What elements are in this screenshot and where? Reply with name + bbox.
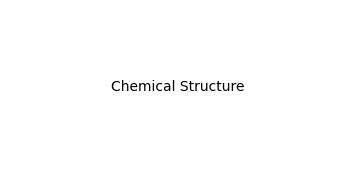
Text: Chemical Structure: Chemical Structure bbox=[111, 80, 245, 94]
